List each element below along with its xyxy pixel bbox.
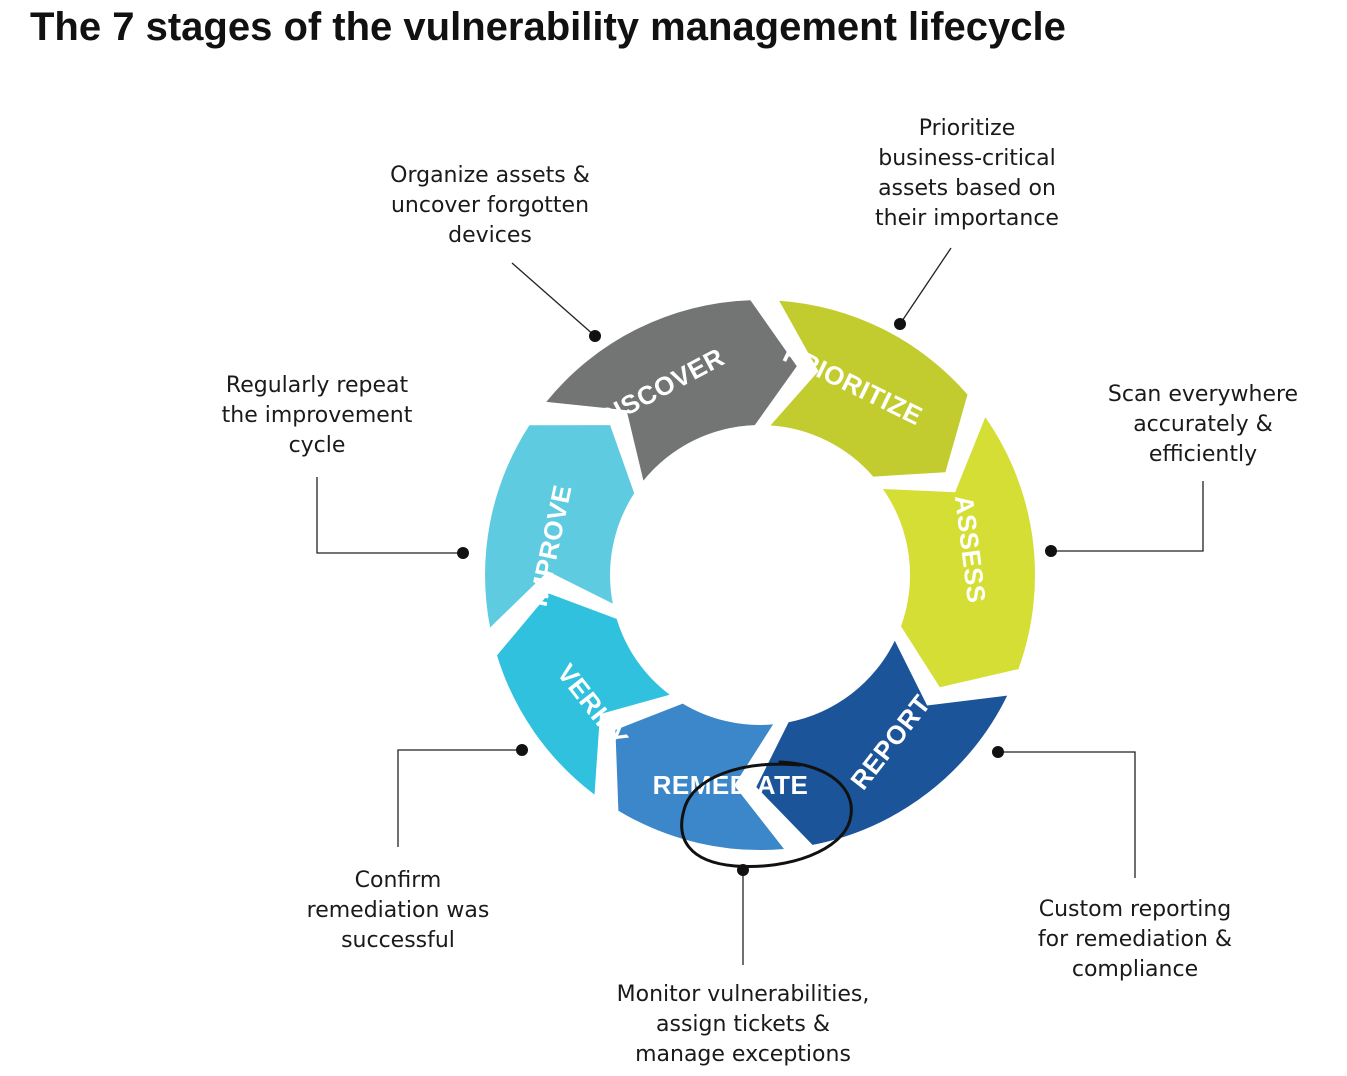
description-line: their importance [875, 206, 1059, 231]
description-line: successful [341, 928, 455, 953]
description-line: Custom reporting [1039, 897, 1232, 922]
leader-dot-improve [457, 547, 469, 559]
highlight-circle [680, 760, 853, 869]
description-line: devices [448, 223, 532, 248]
leader-line-improve [316, 477, 463, 554]
stage-description-report: Custom reporting for remediation & complia… [1038, 897, 1232, 982]
description-line: Scan everywhere [1108, 382, 1298, 407]
stage-segment-prioritize [770, 300, 968, 477]
description-line: efficiently [1149, 442, 1257, 467]
leader-dot-prioritize [894, 318, 906, 330]
description-line: Prioritize [919, 116, 1015, 141]
description-line: the improvement [222, 403, 413, 428]
description-line: for remediation & [1038, 927, 1232, 952]
stage-segment-remediate [615, 703, 784, 851]
description-line: assign tickets & [656, 1012, 830, 1037]
description-line: accurately & [1133, 412, 1273, 437]
stage-segment-verify [497, 593, 670, 795]
page-title: The 7 stages of the vulnerability manage… [30, 5, 1066, 49]
stage-label-remediate: REMEDIATE [653, 770, 809, 800]
description-line: uncover forgotten [391, 193, 589, 218]
description-line: remediation was [307, 898, 490, 923]
description-line: business-critical [878, 146, 1056, 171]
leader-dot-discover [589, 330, 601, 342]
leader-dot-remediate [737, 864, 749, 876]
description-line: cycle [289, 433, 346, 458]
leader-line-assess [1051, 481, 1204, 552]
description-line: manage exceptions [635, 1042, 851, 1067]
description-line: Confirm [355, 868, 442, 893]
leader-dot-verify [516, 744, 528, 756]
stage-description-discover: Organize assets & uncover forgotten device… [390, 163, 590, 248]
description-line: Regularly repeat [226, 373, 409, 398]
leader-dot-report [992, 746, 1004, 758]
leader-line-report [998, 751, 1136, 878]
stage-segment-report [756, 640, 1008, 845]
stage-description-verify: Confirm remediation was successful [307, 868, 490, 953]
description-line: Organize assets & [390, 163, 590, 188]
description-line: compliance [1072, 957, 1198, 982]
leader-line-verify [397, 749, 522, 847]
leader-line-prioritize [899, 247, 952, 325]
stage-segment-improve [485, 425, 635, 628]
stage-segment-assess [882, 417, 1036, 688]
description-line: assets based on [878, 176, 1056, 201]
stage-description-improve: Regularly repeat the improvement cycle [222, 373, 413, 458]
stage-description-assess: Scan everywhere accurately & efficiently [1108, 382, 1298, 467]
leader-dot-assess [1045, 545, 1057, 557]
description-line: Monitor vulnerabilities, [617, 982, 870, 1007]
stage-description-prioritize: Prioritize business-critical assets based … [875, 116, 1059, 231]
leader-line-discover [511, 262, 596, 337]
stage-segment-discover [546, 300, 797, 481]
stage-description-remediate: Monitor vulnerabilities, assign tickets &… [617, 982, 870, 1067]
